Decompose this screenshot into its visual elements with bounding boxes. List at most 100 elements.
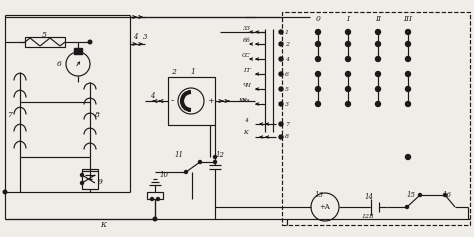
Circle shape (346, 56, 350, 61)
Text: С: С (242, 53, 247, 58)
Circle shape (316, 56, 320, 61)
Text: 3: 3 (246, 26, 250, 31)
Circle shape (405, 155, 410, 160)
Circle shape (151, 197, 154, 201)
Text: 16: 16 (443, 191, 452, 199)
Circle shape (279, 135, 283, 139)
Bar (168, 77, 215, 125)
Text: 11: 11 (175, 151, 184, 159)
Text: 5: 5 (42, 31, 47, 39)
Circle shape (81, 173, 83, 177)
Text: 14: 14 (365, 193, 374, 201)
Circle shape (184, 170, 188, 173)
Circle shape (279, 102, 283, 106)
Text: 4: 4 (150, 92, 155, 100)
Circle shape (405, 72, 410, 77)
Circle shape (346, 29, 350, 35)
Circle shape (375, 72, 381, 77)
Circle shape (375, 41, 381, 46)
Text: 15: 15 (407, 191, 416, 199)
Circle shape (279, 57, 283, 61)
Text: 1: 1 (285, 29, 289, 35)
Circle shape (279, 72, 283, 76)
Circle shape (405, 56, 410, 61)
Circle shape (213, 155, 217, 159)
Circle shape (279, 30, 283, 34)
Text: Г: Г (246, 68, 250, 73)
Circle shape (3, 190, 7, 194)
Circle shape (316, 87, 320, 91)
Text: Ч: Ч (242, 82, 247, 87)
Text: III: III (403, 15, 412, 23)
Text: 7: 7 (7, 111, 12, 119)
Bar (82, 169, 98, 189)
Circle shape (81, 182, 83, 184)
Circle shape (405, 87, 410, 91)
Text: Г: Г (243, 68, 247, 73)
Bar (282, 12, 470, 225)
Circle shape (405, 29, 410, 35)
Text: 7: 7 (285, 122, 289, 127)
Text: К: К (243, 131, 248, 136)
Text: 9: 9 (98, 178, 103, 186)
Text: 2: 2 (171, 68, 176, 76)
Circle shape (375, 87, 381, 91)
Text: 1: 1 (190, 68, 195, 76)
Circle shape (156, 197, 159, 201)
Text: 4: 4 (285, 56, 289, 61)
Circle shape (316, 101, 320, 106)
Circle shape (444, 193, 447, 196)
Text: б: б (246, 37, 250, 42)
Text: +A: +A (319, 203, 330, 211)
Bar (147, 192, 163, 199)
Text: Кч: Кч (241, 97, 250, 102)
Text: 5: 5 (285, 87, 289, 91)
Circle shape (88, 40, 92, 44)
Circle shape (346, 72, 350, 77)
Text: 3: 3 (243, 26, 247, 31)
Circle shape (405, 205, 409, 209)
Circle shape (199, 160, 201, 164)
Text: 12: 12 (216, 151, 225, 159)
Circle shape (279, 42, 283, 46)
Circle shape (178, 88, 204, 114)
Circle shape (311, 193, 339, 221)
Circle shape (405, 101, 410, 106)
Text: 8: 8 (285, 135, 289, 140)
Circle shape (316, 29, 320, 35)
Text: 12B: 12B (362, 214, 374, 219)
Circle shape (279, 122, 283, 126)
Circle shape (375, 101, 381, 106)
Text: +: + (208, 97, 214, 105)
Text: Ч: Ч (245, 82, 250, 87)
Circle shape (213, 160, 217, 164)
Circle shape (419, 193, 421, 196)
Bar (74, 48, 82, 54)
Circle shape (346, 101, 350, 106)
Text: 2: 2 (285, 41, 289, 46)
Circle shape (375, 56, 381, 61)
Circle shape (279, 87, 283, 91)
Circle shape (316, 41, 320, 46)
Text: 6: 6 (285, 72, 289, 77)
Text: 8: 8 (95, 111, 100, 119)
Bar (25, 37, 65, 47)
Text: 6: 6 (57, 60, 62, 68)
Text: 0: 0 (316, 15, 320, 23)
Circle shape (375, 29, 381, 35)
Circle shape (405, 41, 410, 46)
Circle shape (346, 41, 350, 46)
Circle shape (153, 217, 157, 221)
Text: б: б (243, 37, 247, 42)
Text: 3: 3 (143, 33, 147, 41)
Text: -: - (170, 96, 173, 105)
Text: К: К (100, 221, 106, 229)
Circle shape (346, 87, 350, 91)
Circle shape (66, 52, 90, 76)
Text: 10: 10 (160, 171, 169, 179)
Text: I: I (346, 15, 349, 23)
Text: С: С (245, 53, 250, 58)
Text: 4: 4 (133, 33, 137, 41)
Text: II: II (375, 15, 381, 23)
Text: 13: 13 (315, 191, 324, 199)
